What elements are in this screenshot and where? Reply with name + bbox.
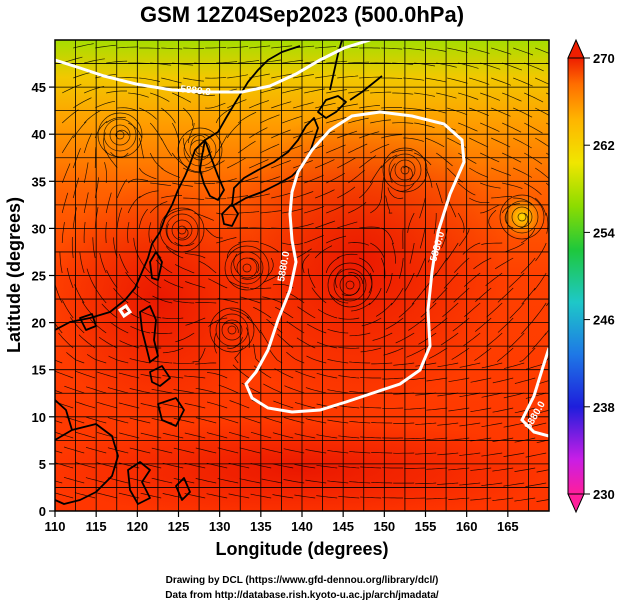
chart-title: GSM 12Z04Sep2023 (500.0hPa) bbox=[140, 2, 464, 27]
coast-asia-mainland bbox=[55, 45, 301, 331]
x-tick-label: 115 bbox=[86, 519, 107, 534]
vortex-ring bbox=[511, 206, 533, 228]
vortex-ring bbox=[209, 307, 255, 353]
vortex-ring bbox=[505, 200, 539, 234]
vortex-ring bbox=[339, 274, 361, 296]
vortex-ring bbox=[103, 118, 137, 152]
colorbar-ticks: 270 262 254 246 238 230 bbox=[584, 51, 615, 502]
coast-japan-kyushu bbox=[221, 203, 239, 227]
coast-taiwan bbox=[149, 251, 163, 281]
streamline-set bbox=[55, 43, 549, 502]
coast-mindanao bbox=[157, 397, 185, 427]
vortex-ring bbox=[115, 130, 125, 140]
coast-borneo bbox=[55, 423, 119, 505]
credit-data: Data from http://database.rish.kyoto-u.a… bbox=[165, 590, 439, 601]
coast-japan-hokkaido bbox=[317, 95, 347, 119]
colorbar-tick-label: 238 bbox=[593, 400, 615, 415]
colorbar-gradient bbox=[567, 57, 585, 495]
x-tick-label: 165 bbox=[497, 519, 519, 534]
contour-label-west: 5880.0 bbox=[276, 250, 292, 282]
coast-luzon bbox=[139, 305, 159, 363]
x-axis-label: Longitude (degrees) bbox=[215, 539, 388, 559]
x-axis-ticks: 110 115 120 125 130 135 140 145 150 155 160 165 bbox=[45, 511, 519, 534]
x-tick-label: 135 bbox=[250, 519, 272, 534]
y-tick-label: 15 bbox=[32, 363, 46, 378]
colorbar: 270 262 254 246 238 230 bbox=[567, 38, 615, 514]
y-tick-label: 10 bbox=[32, 410, 46, 425]
x-tick-label: 120 bbox=[126, 519, 148, 534]
vortex-ring bbox=[499, 194, 545, 240]
contour-line-east bbox=[520, 347, 549, 438]
contour-label-north: 5880.0 bbox=[180, 84, 212, 98]
contour-line-north bbox=[55, 40, 371, 94]
colorbar-tick-label: 270 bbox=[593, 51, 615, 66]
colorbar-tick-label: 246 bbox=[593, 313, 615, 328]
y-tick-label: 25 bbox=[32, 269, 46, 284]
colorbar-tick-label: 262 bbox=[593, 138, 615, 153]
vortex-ring bbox=[242, 263, 252, 273]
x-tick-label: 140 bbox=[291, 519, 313, 534]
y-tick-label: 5 bbox=[39, 457, 46, 472]
x-tick-label: 125 bbox=[168, 519, 190, 534]
x-tick-label: 160 bbox=[456, 519, 478, 534]
colorbar-tick-label: 230 bbox=[593, 487, 615, 502]
y-tick-label: 30 bbox=[32, 221, 46, 236]
y-axis-label: Latitude (degrees) bbox=[4, 197, 24, 353]
credit-drawing: Drawing by DCL (https://www.gfd-dennou.o… bbox=[166, 575, 439, 586]
coast-korea bbox=[199, 139, 225, 201]
coast-japan-honshu bbox=[231, 117, 319, 207]
x-tick-label: 155 bbox=[415, 519, 437, 534]
vortex-ring bbox=[236, 257, 258, 279]
vortex-ring bbox=[97, 112, 143, 158]
coastlines bbox=[55, 40, 383, 505]
x-tick-label: 145 bbox=[332, 519, 354, 534]
coast-hainan bbox=[79, 313, 97, 331]
coast-halmahera bbox=[175, 477, 191, 501]
coast-malaysia bbox=[55, 399, 73, 431]
vortex-ring bbox=[227, 325, 237, 335]
lat-lon-grid bbox=[55, 40, 549, 511]
y-tick-label: 45 bbox=[32, 80, 46, 95]
y-tick-label: 20 bbox=[32, 316, 46, 331]
y-axis-ticks: 0 5 10 15 20 25 30 35 40 45 bbox=[32, 80, 55, 519]
vortex-ring bbox=[171, 219, 193, 241]
contour-line-taiwan bbox=[117, 303, 133, 319]
coast-sakhalin bbox=[329, 40, 343, 91]
coast-sulawesi bbox=[127, 461, 151, 505]
vortex-ring bbox=[189, 139, 211, 161]
warm-core-region bbox=[210, 110, 510, 410]
colorbar-bottom-arrow bbox=[567, 493, 585, 514]
vortex-ring bbox=[165, 213, 199, 247]
x-tick-label: 150 bbox=[373, 519, 395, 534]
plot-area: 5880.0 5880.0 5880.0 5880.0 bbox=[55, 40, 549, 511]
vortex-ring bbox=[224, 245, 270, 291]
y-tick-label: 0 bbox=[39, 504, 46, 519]
vortex-ring bbox=[345, 280, 355, 290]
x-tick-label: 110 bbox=[45, 519, 66, 534]
y-tick-label: 40 bbox=[32, 127, 46, 142]
vortex-ring bbox=[177, 225, 187, 235]
vortex-ring bbox=[327, 262, 373, 308]
coast-kurils bbox=[349, 75, 383, 101]
colorbar-top-arrow bbox=[567, 38, 585, 59]
contour-5880 bbox=[55, 40, 549, 438]
x-tick-label: 130 bbox=[209, 519, 231, 534]
colorbar-tick-label: 254 bbox=[593, 225, 615, 240]
y-tick-label: 35 bbox=[32, 174, 46, 189]
vortex-ring bbox=[333, 268, 367, 302]
coast-visayas bbox=[149, 365, 171, 387]
contour-line-central bbox=[244, 110, 466, 414]
vortex-ring bbox=[221, 319, 243, 341]
vortex-ring bbox=[517, 212, 527, 222]
vortex-ring bbox=[109, 124, 131, 146]
